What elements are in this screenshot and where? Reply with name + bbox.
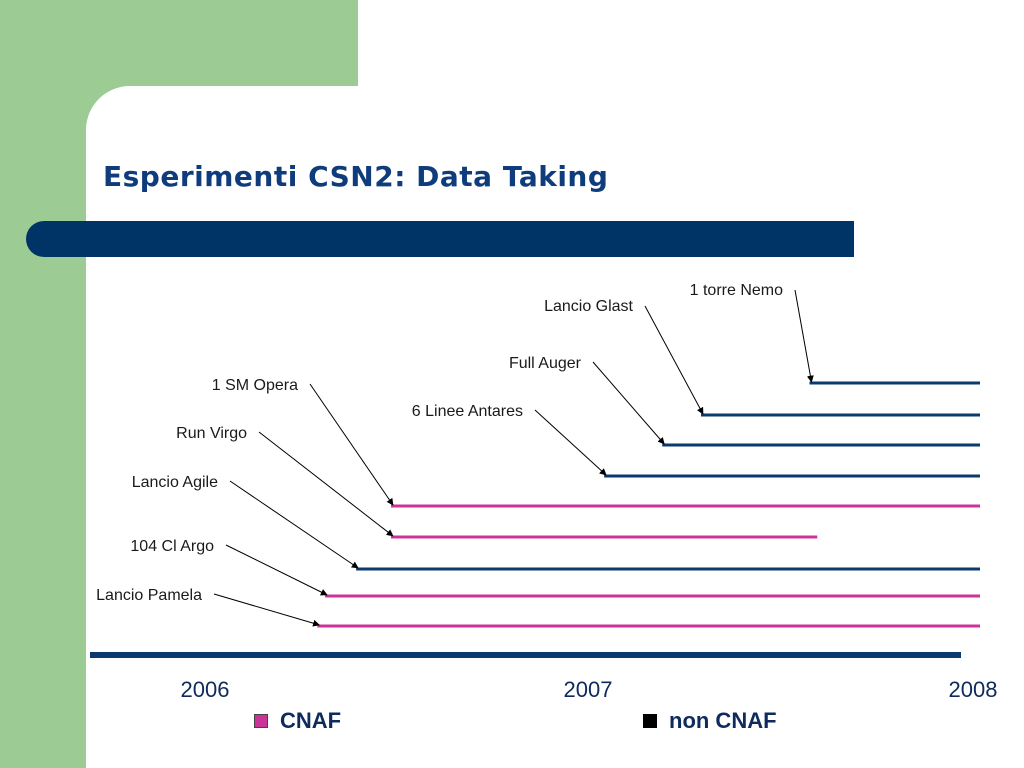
event-label: Lancio Agile: [132, 474, 218, 491]
event-label: Run Virgo: [176, 425, 247, 442]
non-cnaf-swatch: [643, 714, 657, 728]
callout-arrow: [213, 593, 321, 627]
legend-label-cnaf: CNAF: [280, 708, 342, 733]
event-label: 1 torre Nemo: [690, 282, 783, 299]
x-tick-label: 2006: [181, 677, 230, 702]
callout-arrow: [534, 409, 607, 476]
cnaf-swatch: [254, 714, 268, 728]
x-tick-label: 2008: [949, 677, 998, 702]
callout-arrow: [225, 544, 328, 596]
event-label: 1 SM Opera: [212, 377, 298, 394]
legend-item-cnaf: CNAF: [254, 708, 341, 734]
event-label: Lancio Glast: [544, 298, 633, 315]
legend-item-non-cnaf: non CNAF: [643, 708, 777, 734]
callout-arrow: [258, 431, 394, 537]
legend-label-non-cnaf: non CNAF: [669, 708, 777, 733]
slide-title: Esperimenti CSN2: Data Taking: [103, 160, 609, 193]
callout-arrow: [794, 289, 814, 383]
callout-arrow: [229, 480, 359, 569]
event-label: Full Auger: [509, 355, 582, 372]
x-tick-label: 2007: [564, 677, 613, 702]
event-label: Lancio Pamela: [96, 587, 202, 604]
callout-arrow: [309, 383, 394, 506]
event-label: 104 Cl Argo: [130, 538, 214, 555]
title-underline-bar: [26, 221, 854, 257]
callout-arrow: [592, 361, 665, 445]
event-label: 6 Linee Antares: [412, 403, 523, 420]
callout-arrow: [644, 305, 704, 415]
